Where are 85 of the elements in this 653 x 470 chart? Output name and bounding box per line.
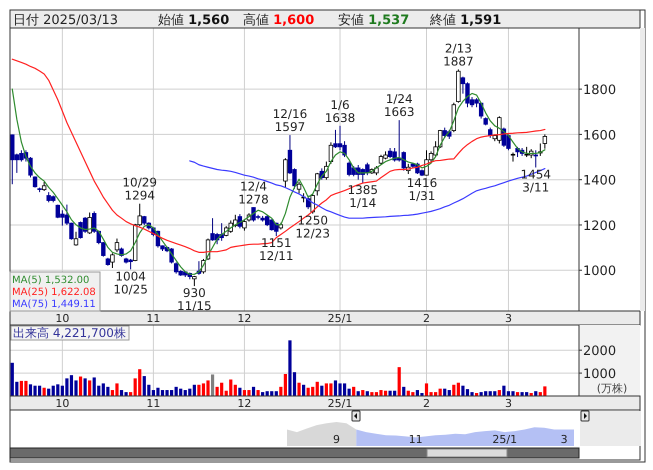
candlestick bbox=[114, 238, 120, 253]
annotation: 12/16 1597 bbox=[272, 107, 308, 134]
candlestick bbox=[296, 181, 302, 194]
text: MA(75) 1,449.11 bbox=[12, 299, 96, 310]
bar bbox=[78, 376, 82, 396]
annotation: 12/4 1278 bbox=[238, 179, 269, 206]
x-tick-label: 25/1 bbox=[328, 397, 352, 410]
x-tick-label: 3 bbox=[504, 312, 512, 325]
bar bbox=[388, 390, 392, 396]
x-tick-label: 12 bbox=[237, 397, 252, 410]
annotation: 1416 1/31 bbox=[406, 176, 438, 204]
y-tick-label: 1000 bbox=[583, 264, 616, 280]
bar bbox=[70, 375, 74, 396]
annotation: 1004 10/25 bbox=[113, 269, 148, 296]
text: 終値 1,591 bbox=[429, 13, 502, 28]
y-axis-title: (万株) bbox=[596, 382, 628, 395]
y-tick-label: 2000 bbox=[583, 344, 616, 360]
bar bbox=[88, 380, 92, 396]
annotation: 1/24 1663 bbox=[384, 92, 414, 120]
bar bbox=[384, 390, 388, 396]
candlestick bbox=[333, 129, 338, 148]
bar bbox=[38, 386, 42, 396]
bar bbox=[402, 386, 406, 396]
y-tick-label: 1600 bbox=[583, 128, 616, 144]
candlestick bbox=[238, 214, 242, 229]
x-tick-label: 2 bbox=[423, 312, 430, 325]
candlestick bbox=[42, 181, 46, 192]
bar bbox=[334, 380, 338, 396]
candlestick bbox=[510, 152, 516, 162]
bar bbox=[366, 391, 369, 396]
x-tick-label: 3 bbox=[504, 397, 512, 410]
x-tick-label: 10 bbox=[55, 312, 70, 325]
y-tick-label: 1000 bbox=[583, 367, 616, 382]
x-tick-label: 11 bbox=[408, 433, 423, 446]
annotation: 1151 12/11 bbox=[258, 236, 294, 264]
bar bbox=[288, 340, 292, 396]
y-tick-label: 1800 bbox=[583, 83, 616, 98]
bar bbox=[356, 391, 360, 396]
text: 高値 1,600 bbox=[243, 12, 314, 28]
bar bbox=[498, 390, 501, 396]
text: MA(25) 1,622.08 bbox=[12, 287, 96, 298]
chart-title: 日付 2025/03/13 bbox=[13, 13, 118, 28]
y-tick-label: 1400 bbox=[583, 174, 616, 189]
x-tick-label: 12 bbox=[237, 312, 252, 325]
text: 始値 1,560 bbox=[158, 13, 230, 28]
candlestick bbox=[283, 158, 288, 188]
chart-title: 出来高 4,221,700株 bbox=[13, 326, 126, 340]
bar bbox=[361, 390, 364, 396]
annotation: 10/29 1294 bbox=[122, 176, 158, 203]
candlestick bbox=[378, 154, 384, 166]
bar bbox=[534, 391, 538, 396]
text: MA(5) 1,532.00 bbox=[12, 275, 90, 286]
candlestick bbox=[74, 231, 78, 246]
bar bbox=[84, 378, 87, 396]
x-tick-label: 11 bbox=[146, 312, 160, 325]
bar bbox=[530, 393, 533, 396]
x-tick-label: 9 bbox=[332, 433, 340, 446]
x-tick-label: 10 bbox=[55, 397, 70, 410]
bar bbox=[297, 382, 301, 396]
bar bbox=[33, 386, 37, 396]
annotation: 2/13 1887 bbox=[443, 41, 474, 68]
candlestick bbox=[87, 212, 92, 235]
annotation: 930 11/15 bbox=[177, 286, 212, 314]
candlestick bbox=[128, 258, 133, 270]
candlestick bbox=[342, 140, 347, 158]
x-tick-label: 2 bbox=[423, 397, 430, 410]
candlestick bbox=[242, 220, 247, 232]
text: 安値 1,537 bbox=[338, 12, 410, 28]
annotation: 1385 1/14 bbox=[348, 183, 378, 210]
x-tick-label: 25/1 bbox=[328, 312, 352, 325]
x-tick-label: 3 bbox=[560, 433, 568, 446]
bar bbox=[320, 386, 324, 396]
candlestick bbox=[110, 252, 115, 268]
x-tick-label: 25/1 bbox=[492, 433, 518, 446]
bar bbox=[352, 386, 356, 396]
x-tick-label: 11 bbox=[146, 397, 160, 410]
annotation: 1/6 1638 bbox=[324, 98, 356, 125]
bar bbox=[398, 367, 401, 396]
bar bbox=[461, 386, 465, 396]
y-tick-label: 1200 bbox=[583, 218, 616, 234]
bar bbox=[24, 380, 28, 396]
bar bbox=[206, 380, 210, 396]
candlestick bbox=[534, 150, 538, 168]
bar bbox=[210, 374, 214, 396]
annotation: 1250 12/23 bbox=[295, 214, 330, 241]
